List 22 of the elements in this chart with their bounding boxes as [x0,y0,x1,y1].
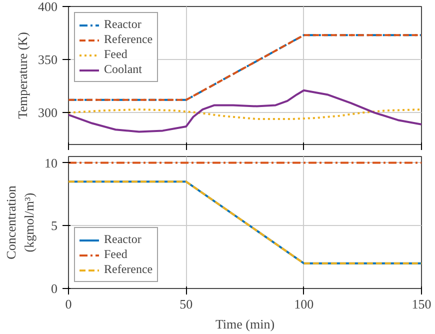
line-series [68,108,422,120]
legend-label: Feed [104,247,128,262]
y-tick-label: 10 [44,155,58,170]
legend-label: Reactor [104,17,142,32]
y-axis-title: Temperature (K) [15,32,30,119]
y-tick-label: 5 [51,218,58,234]
legend-label: Coolant [104,62,142,77]
x-tick-label: 0 [65,296,72,312]
legend-label: Reference [104,32,153,47]
y-tick-label: 350 [38,52,58,68]
line-series [68,89,422,133]
x-axis-title: Time (min) [215,316,275,332]
x-tick-label: 100 [294,296,314,312]
legend-label: Feed [104,47,128,62]
legend-label: Reference [104,262,153,277]
y-tick-label: 0 [51,281,58,296]
x-tick-label: 150 [412,296,432,312]
legend-label: Reactor [104,232,142,247]
y-tick-label: 300 [38,105,58,120]
y-axis-title: Concentration (kgmol/m³) [4,185,36,260]
x-tick-label: 50 [180,296,193,312]
y-tick-label: 400 [38,0,58,14]
